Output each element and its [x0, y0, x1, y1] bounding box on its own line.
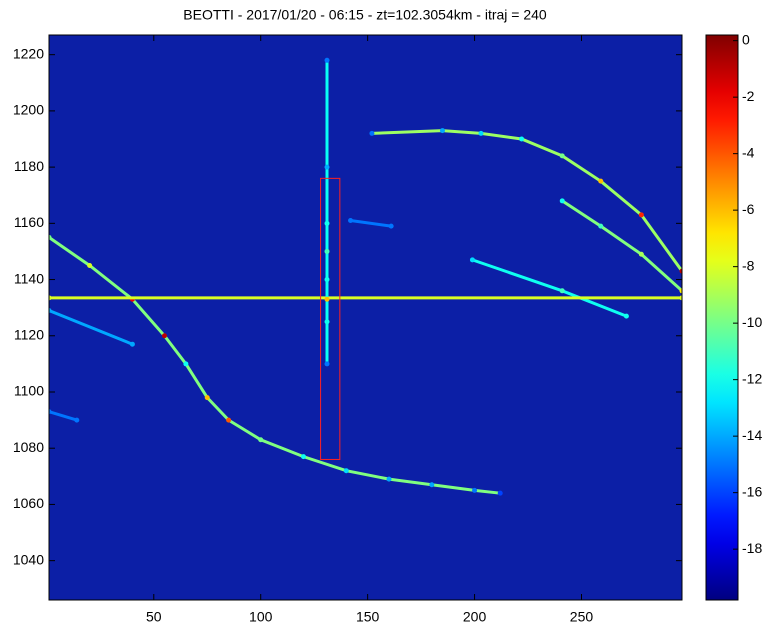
- trace-point: [324, 277, 330, 283]
- trace-point: [439, 128, 445, 134]
- trace-point: [183, 361, 189, 367]
- plot-background: [49, 35, 682, 600]
- trace-point: [49, 234, 52, 240]
- x-tick-label: 200: [463, 609, 487, 625]
- trace-point: [74, 417, 80, 423]
- trace-point: [679, 288, 682, 294]
- trace-point: [300, 454, 306, 460]
- colorbar-tick-label: 0: [742, 31, 750, 47]
- trace-line: [370, 129, 682, 273]
- trace-point: [204, 395, 210, 401]
- colorbar-tick-label: -8: [742, 257, 755, 273]
- colorbar-tick-label: -10: [742, 314, 762, 330]
- trace-point: [472, 487, 478, 493]
- trace-point: [623, 313, 629, 319]
- trace-line: [49, 308, 134, 346]
- trace-point: [638, 251, 644, 257]
- colorbar-tick-label: -12: [742, 370, 762, 386]
- trace-point: [519, 136, 525, 142]
- trace-point: [258, 437, 264, 443]
- trace-point: [638, 212, 644, 218]
- trace-point: [343, 468, 349, 474]
- colorbar-tick-label: -2: [742, 88, 755, 104]
- trace-point: [679, 268, 682, 274]
- y-tick-label: 1200: [13, 102, 44, 118]
- y-tick-label: 1220: [13, 45, 44, 61]
- trace-point: [559, 288, 565, 294]
- x-tick-label: 50: [146, 609, 162, 625]
- y-tick-label: 1100: [14, 383, 44, 399]
- colorbar: [705, 34, 739, 601]
- trace-point: [478, 130, 484, 136]
- trace-point: [429, 482, 435, 488]
- colorbar-tick-label: -14: [742, 427, 762, 443]
- trace-point: [324, 57, 330, 63]
- x-tick-label: 100: [249, 609, 273, 625]
- trace-point: [129, 341, 135, 347]
- trace-line: [49, 410, 79, 422]
- highlight-box: [320, 177, 341, 460]
- trace-point: [369, 130, 375, 136]
- trace-point: [598, 223, 604, 229]
- trace-point: [324, 319, 330, 325]
- trace-point: [226, 417, 232, 423]
- trace-point: [49, 295, 52, 301]
- trace-point: [559, 153, 565, 159]
- y-tick-label: 1040: [13, 551, 44, 567]
- x-tick-label: 150: [356, 609, 380, 625]
- y-tick-label: 1140: [14, 270, 44, 286]
- y-tick-label: 1080: [13, 439, 44, 455]
- trace-line: [560, 199, 682, 293]
- colorbar-tick-label: -18: [742, 540, 762, 556]
- trace-point: [324, 248, 330, 254]
- trace-point: [324, 296, 330, 302]
- trace-line: [49, 235, 502, 495]
- colorbar-tick-label: -4: [742, 144, 755, 160]
- trace-line: [349, 219, 393, 228]
- trace-point: [324, 220, 330, 226]
- trace-point: [388, 223, 394, 229]
- trace-point: [324, 164, 330, 170]
- trace-point: [348, 218, 354, 224]
- y-tick-label: 1120: [14, 326, 44, 342]
- trace-point: [386, 476, 392, 482]
- traces: [49, 57, 682, 496]
- trace-point: [87, 262, 93, 268]
- trace-point: [497, 490, 503, 496]
- trace-point: [679, 295, 682, 301]
- y-tick-label: 1060: [13, 495, 44, 511]
- chart-title: BEOTTI - 2017/01/20 - 06:15 - zt=102.305…: [183, 7, 547, 23]
- plot-frame: [48, 34, 683, 601]
- trace-point: [49, 409, 52, 415]
- x-tick-label: 250: [570, 609, 594, 625]
- y-tick-label: 1160: [14, 214, 44, 230]
- colorbar-tick-label: -16: [742, 483, 762, 499]
- trace-point: [161, 333, 167, 339]
- trace-point: [49, 307, 52, 313]
- y-tick-label: 1180: [14, 158, 44, 174]
- colorbar-tick-label: -6: [742, 201, 755, 217]
- trace-point: [598, 178, 604, 184]
- trace-point: [324, 361, 330, 367]
- trace-point: [469, 257, 475, 263]
- trace-point: [559, 198, 565, 204]
